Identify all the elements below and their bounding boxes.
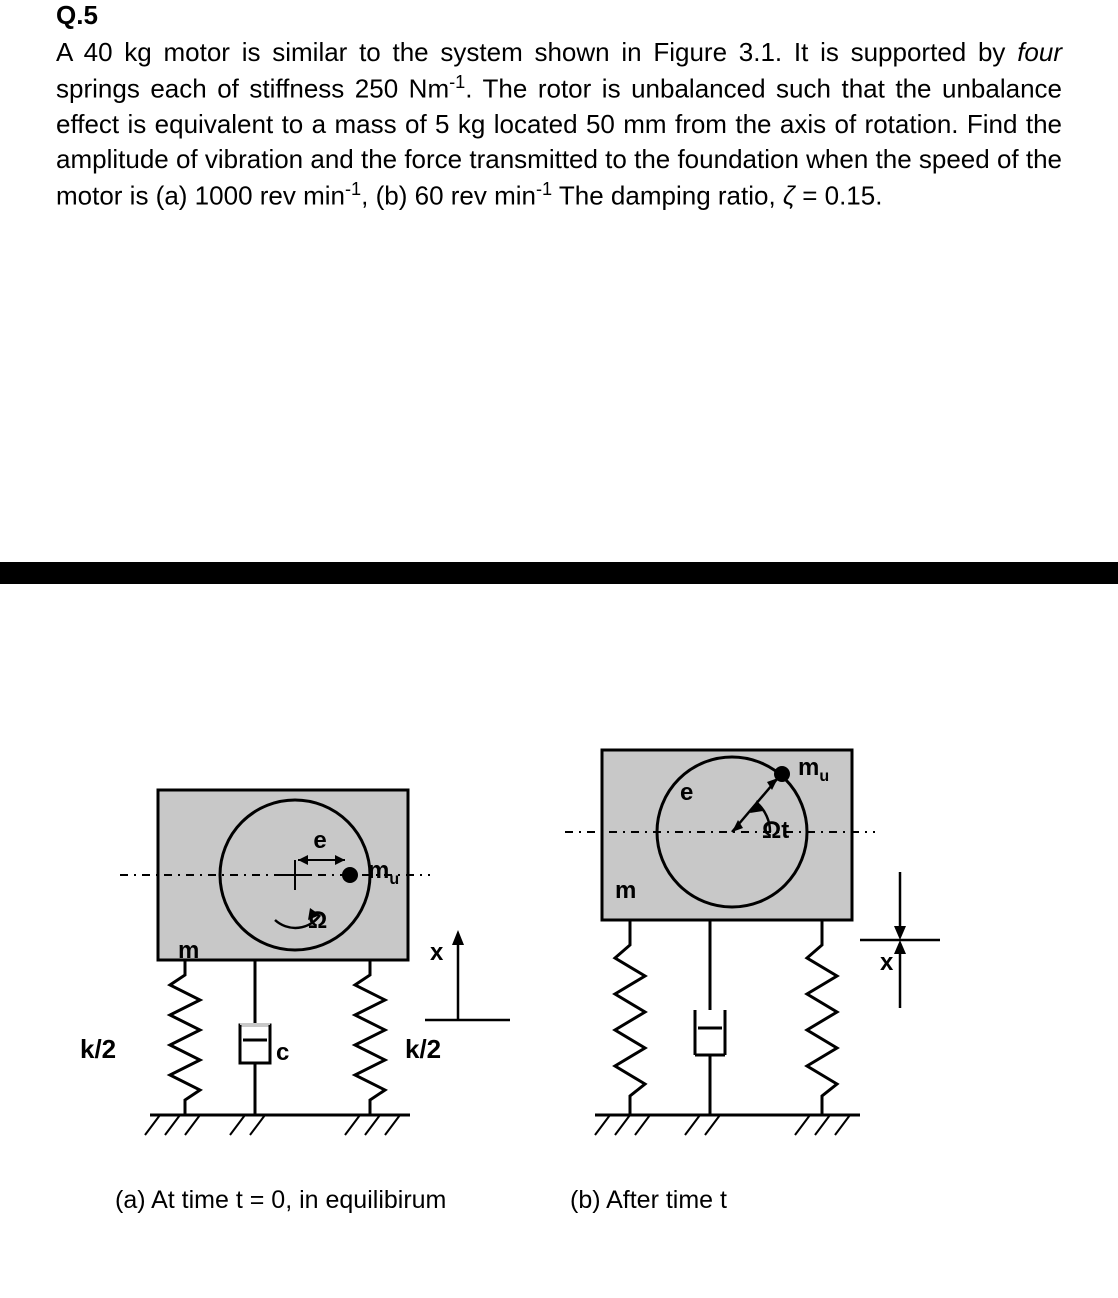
label-m-b: m: [615, 877, 636, 904]
page-divider: [0, 562, 1118, 584]
caption-b: (b) After time t: [570, 1186, 727, 1215]
label-k-left: k/2: [80, 1034, 116, 1064]
figure: e mu Ω m c: [0, 740, 1118, 1298]
label-omegat: Ωt: [762, 817, 789, 844]
label-x-b: x: [880, 949, 894, 976]
label-c: c: [276, 1039, 289, 1066]
question-number: Q.5: [56, 0, 1062, 31]
label-m-a: m: [178, 937, 199, 964]
caption-a: (a) At time t = 0, in equilibirum: [115, 1186, 446, 1215]
label-omega-a: Ω: [308, 907, 327, 934]
label-e-a: e: [313, 827, 326, 854]
problem-text: A 40 kg motor is similar to the system s…: [56, 35, 1062, 214]
label-e-b: e: [680, 779, 693, 806]
diagram-a: e mu Ω m c: [80, 760, 540, 1190]
label-k-right: k/2: [405, 1034, 441, 1064]
label-x-a: x: [430, 939, 444, 966]
diagram-b: e mu Ωt m: [560, 720, 1020, 1190]
